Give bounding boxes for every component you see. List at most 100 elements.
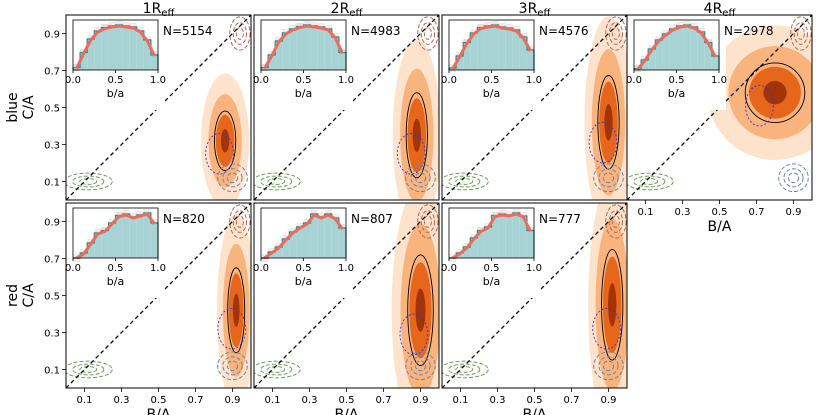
grey-contour <box>226 360 239 372</box>
hist-bar <box>275 247 283 258</box>
grey-contour <box>405 351 436 381</box>
hist-bar <box>289 29 297 70</box>
grey-contour <box>602 172 615 184</box>
fit-ellipse <box>407 254 434 367</box>
inset-tick-label: 0.5 <box>484 75 500 86</box>
count-label: N=4983 <box>351 24 401 38</box>
x-tick-label: 0.1 <box>453 395 469 406</box>
inset-xlabel: b/a <box>107 275 124 288</box>
green-contour <box>640 178 659 185</box>
inset-tick-label: 0.5 <box>108 263 124 274</box>
panel-frame <box>253 14 440 201</box>
x-tick-label: 0.7 <box>564 395 580 406</box>
green-contour <box>79 178 98 185</box>
model-line <box>75 212 156 260</box>
hist-bar <box>108 26 116 70</box>
panel-red-1: 0.0 0.5 1.0 b/a N=820 0.1 0.3 0.5 0.7 0.9 0.1 0.3 0.… <box>44 202 252 415</box>
x-tick-label: 0.9 <box>413 395 429 406</box>
y-tick-label: 0.1 <box>44 366 60 377</box>
hist-bar <box>491 25 499 70</box>
panel-body <box>66 15 251 200</box>
red-contour <box>423 27 432 40</box>
inset-tick-label: 0.5 <box>108 75 124 86</box>
green-contour <box>442 360 489 379</box>
hist-bar <box>115 25 123 70</box>
model-line <box>451 24 532 70</box>
x-tick-label: 0.1 <box>638 207 654 218</box>
green-contour <box>267 366 286 373</box>
hist-bar <box>150 223 158 258</box>
column-header: 1Reff <box>143 1 176 19</box>
inset-tick-label: 0.0 <box>626 75 642 86</box>
hist-bar <box>683 25 691 70</box>
x-axis-label: B/A <box>335 407 359 415</box>
hist-bar <box>303 223 311 258</box>
y-tick-label: 0.9 <box>44 30 60 41</box>
inset-tick-label: 1.0 <box>150 75 166 86</box>
diagonal-line <box>254 203 439 388</box>
inset-xlabel: b/a <box>295 87 312 100</box>
x-tick-label: 0.3 <box>675 207 691 218</box>
count-label: N=5154 <box>163 24 213 38</box>
hist-bar <box>282 33 290 70</box>
hist-bar <box>505 215 513 258</box>
green-contour <box>254 172 301 191</box>
grey-contour <box>222 356 243 376</box>
count-label: N=820 <box>163 212 205 226</box>
red-contour <box>790 16 812 51</box>
model-line <box>75 24 156 70</box>
density-level-4 <box>763 81 787 105</box>
hist-bar <box>268 252 276 258</box>
density-level-4 <box>608 283 617 327</box>
x-tick-label: 0.3 <box>490 395 506 406</box>
hist-bar <box>676 26 684 70</box>
red-contour <box>232 210 248 233</box>
hist-bar <box>690 27 698 70</box>
hist-bar <box>261 67 269 70</box>
inset-tick-label: 1.0 <box>150 263 166 274</box>
green-contour <box>66 360 113 379</box>
hist-bar <box>662 34 670 70</box>
hist-bar <box>324 29 332 70</box>
density-level-4 <box>415 288 426 332</box>
model-line <box>263 213 344 260</box>
x-tick-label: 0.9 <box>225 395 241 406</box>
y-tick-label: 0.3 <box>44 329 60 340</box>
grey-contour <box>602 360 615 372</box>
hist-bar <box>456 56 464 70</box>
y-tick-label: 0.9 <box>44 218 60 229</box>
hist-bar <box>310 214 318 258</box>
count-label: N=807 <box>351 212 393 226</box>
model-line <box>263 24 344 70</box>
hist-bar <box>143 213 151 258</box>
hist-bar <box>331 37 339 70</box>
row-label: red <box>5 284 21 307</box>
grey-contour <box>405 163 436 193</box>
green-contour <box>72 175 105 188</box>
hist-bar <box>101 27 109 70</box>
x-tick-label: 0.7 <box>749 207 765 218</box>
inset-tick-label: 0.0 <box>253 75 269 86</box>
y-tick-label: 0.1 <box>44 178 60 189</box>
hist-bar <box>711 56 719 70</box>
y-tick-label: 0.7 <box>44 67 60 78</box>
reference-circle <box>588 121 618 164</box>
inset-tick-label: 0.0 <box>253 263 269 274</box>
inset-tick-label: 0.0 <box>65 263 81 274</box>
y-tick-label: 0.7 <box>44 255 60 266</box>
hist-bar <box>338 52 346 70</box>
grey-contour <box>414 360 427 372</box>
count-label: N=777 <box>539 212 581 226</box>
hist-bar <box>282 239 290 258</box>
model-line <box>636 24 717 71</box>
diagonal-line <box>442 15 627 200</box>
x-axis-label: B/A <box>708 219 732 235</box>
diagonal-line <box>442 203 627 388</box>
x-tick-label: 0.3 <box>302 395 318 406</box>
red-contour <box>611 27 620 40</box>
green-contour <box>260 363 293 376</box>
green-contour <box>633 175 666 188</box>
red-contour <box>417 16 439 51</box>
hist-outline <box>73 212 159 259</box>
x-tick-label: 0.7 <box>376 395 392 406</box>
